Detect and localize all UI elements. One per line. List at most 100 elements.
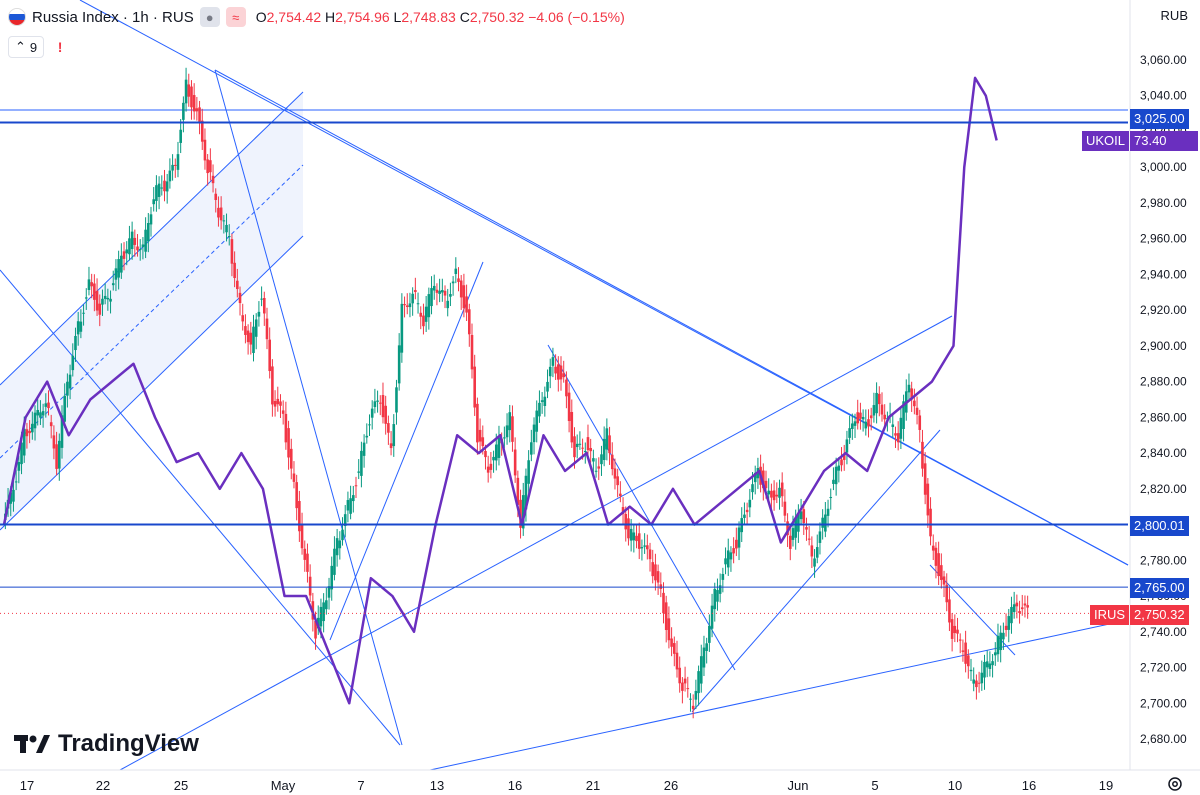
candle-body — [726, 550, 730, 568]
candle-body — [63, 395, 66, 422]
candle-body — [581, 447, 584, 449]
candle-body — [292, 473, 296, 482]
candle-body — [977, 682, 981, 684]
y-tick-label: 2,980.00 — [1140, 196, 1187, 210]
candle-body — [1012, 604, 1016, 613]
warning-icon[interactable]: ! — [57, 39, 63, 55]
candle-body — [829, 497, 833, 499]
x-tick-label: May — [271, 778, 296, 793]
trendline[interactable] — [429, 619, 1129, 771]
candle-body — [306, 553, 309, 572]
candle-body — [786, 521, 789, 536]
candle-body — [281, 410, 285, 414]
low-value: 2,748.83 — [401, 9, 456, 25]
trendline[interactable] — [0, 235, 304, 531]
settings-gear-icon[interactable] — [1166, 775, 1184, 793]
x-tick-label: 16 — [508, 778, 522, 793]
candle-body — [1002, 632, 1005, 640]
candle-body — [837, 465, 841, 471]
y-tick-label: 2,840.00 — [1140, 446, 1187, 460]
candle-body — [807, 538, 811, 540]
candle-body — [926, 483, 930, 516]
y-tick-label: 3,000.00 — [1140, 160, 1187, 174]
candles — [4, 67, 1029, 719]
indicators-toggle-button[interactable]: ⌃ 9 — [8, 36, 45, 58]
trendline[interactable] — [547, 344, 736, 671]
candle-body — [95, 290, 99, 311]
ukoil-overlay-line — [2, 76, 998, 705]
x-tick-label: 13 — [430, 778, 444, 793]
candle-body — [74, 335, 77, 351]
candle-body — [753, 472, 757, 483]
trendline[interactable] — [329, 261, 484, 641]
x-tick-label: Jun — [788, 778, 809, 793]
candle-body — [441, 290, 444, 293]
candle-body — [268, 339, 271, 372]
candle-body — [1015, 602, 1019, 607]
high-value: 2,754.96 — [335, 9, 390, 25]
trendline[interactable] — [0, 91, 304, 386]
candle-body — [411, 293, 414, 304]
candle-body — [462, 285, 466, 309]
candle-body — [1023, 603, 1027, 606]
candle-body — [271, 366, 274, 405]
approx-icon[interactable]: ≈ — [225, 7, 246, 27]
candle-body — [775, 494, 779, 497]
candle-body — [624, 514, 628, 530]
candle-body — [748, 499, 752, 508]
candle-body — [427, 294, 431, 318]
candle-body — [279, 401, 282, 406]
candle-body — [155, 185, 158, 201]
candle-body — [586, 437, 590, 451]
x-tick-label: 5 — [871, 778, 878, 793]
candle-body — [867, 419, 870, 427]
candle-body — [710, 605, 714, 629]
candle-body — [114, 268, 118, 280]
candle-body — [233, 262, 236, 279]
candle-body — [913, 400, 916, 407]
candle-body — [548, 366, 552, 377]
candle-body — [940, 565, 943, 580]
candle-body — [244, 326, 247, 335]
candle-body — [481, 437, 485, 447]
candle-body — [883, 414, 886, 420]
candle-body — [349, 498, 352, 514]
candle-body — [535, 410, 539, 432]
y-tick-label: 2,720.00 — [1140, 661, 1187, 675]
trendline[interactable] — [0, 164, 304, 459]
candle-body — [141, 244, 145, 248]
candle-body — [503, 437, 506, 439]
candle-body — [834, 466, 838, 485]
trendline[interactable] — [214, 69, 403, 746]
candle-body — [794, 517, 797, 538]
candle-body — [592, 458, 595, 462]
candle-body — [227, 236, 231, 238]
tradingview-logo[interactable]: TradingView — [14, 730, 199, 758]
candle-body — [343, 514, 347, 526]
currency-label[interactable]: RUB — [1160, 8, 1188, 23]
candle-body — [872, 405, 876, 416]
trendline[interactable] — [119, 315, 953, 771]
x-tick-label: 21 — [586, 778, 600, 793]
candle-body — [613, 468, 617, 479]
candle-body — [705, 643, 708, 651]
candle-body — [157, 183, 161, 197]
candle-body — [206, 159, 209, 174]
ukoil-value-tag: 73.40 — [1130, 131, 1198, 151]
trendline[interactable] — [79, 0, 1129, 566]
trendline[interactable] — [691, 429, 941, 713]
candle-body — [147, 223, 150, 242]
candle-body — [346, 500, 350, 511]
trendlines — [0, 0, 1129, 771]
candle-body — [295, 482, 298, 509]
candle-body — [505, 425, 509, 438]
symbol-title[interactable]: Russia Index · 1h · RUS — [32, 8, 194, 26]
candle-body — [362, 442, 366, 456]
candle-body — [432, 285, 436, 291]
candle-body — [686, 688, 690, 690]
trendline[interactable] — [0, 269, 401, 746]
candle-body — [101, 298, 104, 305]
candle-body — [76, 321, 80, 335]
eye-icon[interactable]: ● — [199, 7, 220, 27]
